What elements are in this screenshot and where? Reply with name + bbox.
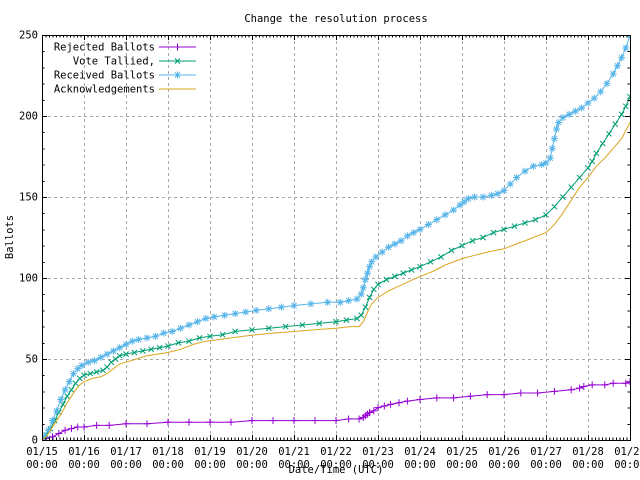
x-tick-label-time: 00:00 xyxy=(446,459,478,471)
x-tick-label-date: 01/17 xyxy=(110,446,142,458)
legend-label-acknowledgements: Acknowledgements xyxy=(54,84,155,96)
x-tick-label-date: 01/21 xyxy=(278,446,310,458)
x-tick-label-time: 00:00 xyxy=(194,459,226,471)
series-line-acknowledgements xyxy=(42,122,630,440)
x-tick-label-date: 01/19 xyxy=(194,446,226,458)
x-tick-label-date: 01/16 xyxy=(68,446,100,458)
x-tick-label-time: 00:00 xyxy=(320,459,352,471)
x-tick-label-time: 00:00 xyxy=(362,459,394,471)
axis-ticks xyxy=(42,35,631,441)
x-tick-label-time: 00:00 xyxy=(572,459,604,471)
x-tick-label-date: 01/22 xyxy=(320,446,352,458)
y-tick-label: 100 xyxy=(19,273,38,285)
x-tick-label-date: 01/15 xyxy=(26,446,58,458)
y-tick-label: 150 xyxy=(19,192,38,204)
x-tick-label-date: 01/24 xyxy=(404,446,436,458)
x-tick-label-time: 00:00 xyxy=(278,459,310,471)
x-tick-label-date: 01/23 xyxy=(362,446,394,458)
x-tick-label-date: 01/26 xyxy=(488,446,520,458)
gridlines xyxy=(42,35,630,440)
x-tick-label-time: 00:00 xyxy=(110,459,142,471)
x-tick-label-time: 00:00 xyxy=(152,459,184,471)
legend-marker-vote-tallied xyxy=(174,58,181,64)
x-tick-label-date: 01/25 xyxy=(446,446,478,458)
legend-label-received-ballots: Received Ballots xyxy=(54,70,155,82)
y-axis-label: Ballots xyxy=(4,215,16,259)
legend: Rejected Ballots Vote Tallied, Received Ba… xyxy=(54,42,196,96)
x-tick-label-date: 01/18 xyxy=(152,446,184,458)
x-tick-label-time: 00:00 xyxy=(68,459,100,471)
chart-title: Change the resolution process xyxy=(244,13,427,25)
series-markers-received-ballots xyxy=(42,35,630,440)
y-tick-label: 0 xyxy=(32,435,38,447)
x-tick-label-date: 01/20 xyxy=(236,446,268,458)
x-tick-label-time: 00:00 xyxy=(236,459,268,471)
legend-marker-rejected-ballots xyxy=(174,43,181,51)
x-tick-label-date: 01/29 xyxy=(614,446,640,458)
x-tick-label-time: 00:00 xyxy=(488,459,520,471)
y-tick-label: 200 xyxy=(19,111,38,123)
series-line-vote-tallied xyxy=(42,96,630,440)
axis-tick-labels: 05010015020025001/1500:0001/1600:0001/17… xyxy=(19,30,640,472)
y-tick-label: 50 xyxy=(25,354,38,366)
legend-label-rejected-ballots: Rejected Ballots xyxy=(54,42,155,54)
x-tick-label-date: 01/28 xyxy=(572,446,604,458)
data-series xyxy=(42,35,630,440)
legend-label-vote-tallied: Vote Tallied, xyxy=(73,56,155,68)
legend-marker-received-ballots xyxy=(174,71,181,79)
x-axis-label: Date/Time (UTC) xyxy=(289,464,384,476)
x-tick-label-time: 00:00 xyxy=(404,459,436,471)
series-markers-vote-tallied xyxy=(42,93,630,440)
x-tick-label-time: 00:00 xyxy=(26,459,58,471)
series-markers-rejected-ballots xyxy=(42,378,630,440)
x-tick-label-date: 01/27 xyxy=(530,446,562,458)
x-tick-label-time: 00:00 xyxy=(614,459,640,471)
y-tick-label: 250 xyxy=(19,30,38,42)
x-tick-label-time: 00:00 xyxy=(530,459,562,471)
